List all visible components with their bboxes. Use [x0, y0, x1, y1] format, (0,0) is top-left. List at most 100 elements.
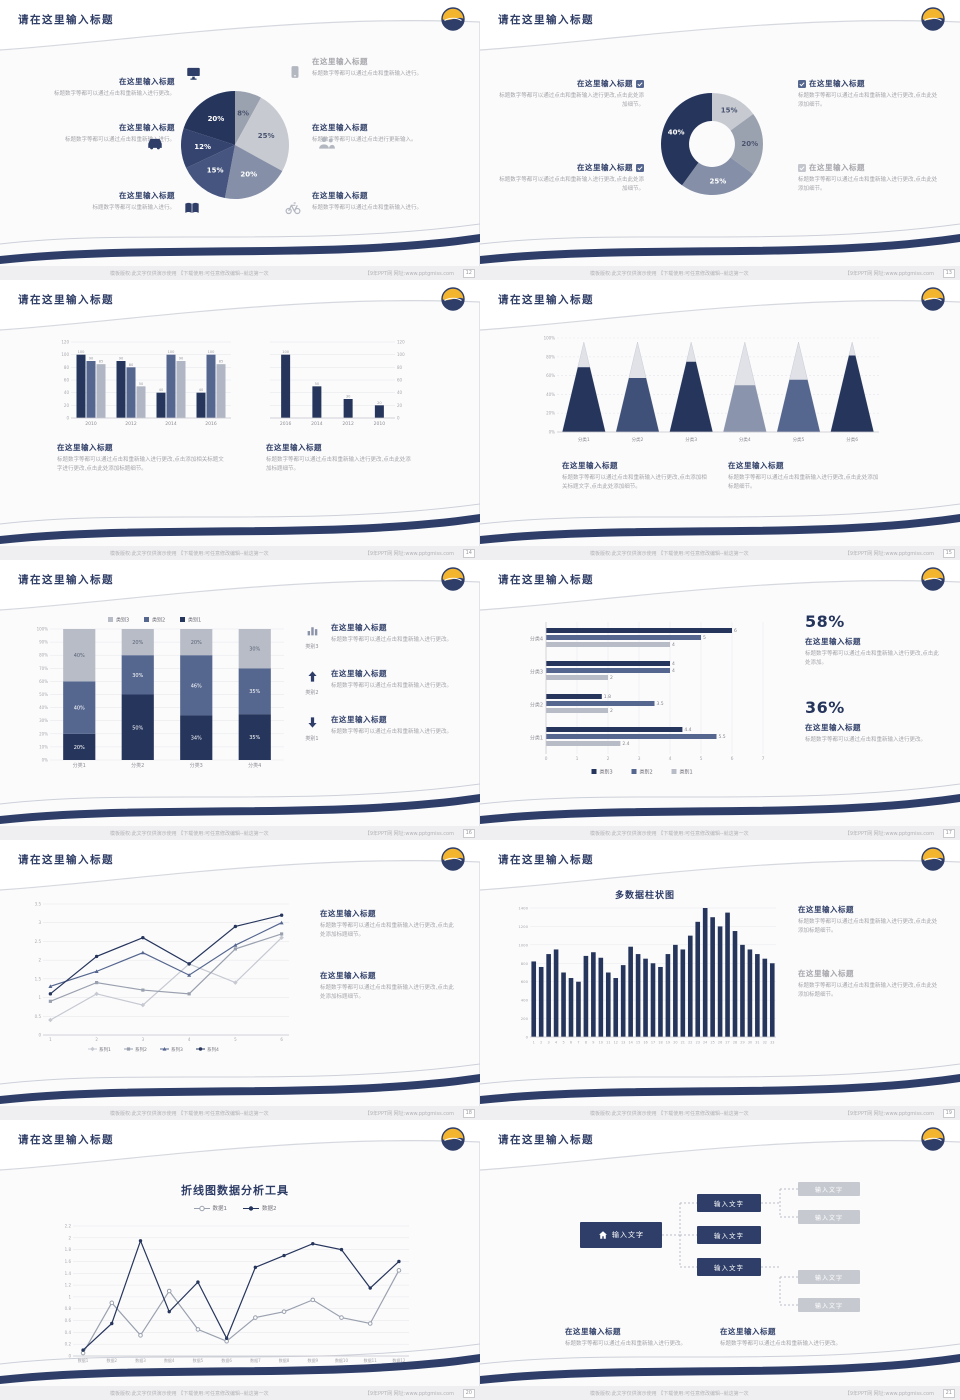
svg-text:数据11: 数据11: [364, 1357, 378, 1363]
text-block: 在这里输入标题 标题数字等都可以通过点击和重新输入进行。: [312, 56, 430, 79]
slide-16[interactable]: 请在这里输入标题 模板版权:此文字仅供演示使用 【下载使用:可任意修改编辑--就…: [0, 559, 481, 841]
diagram-node[interactable]: 输入文字: [697, 1194, 761, 1212]
slide-20[interactable]: 请在这里输入标题 模板版权:此文字仅供演示使用 【下载使用:可任意修改编辑--就…: [0, 1119, 481, 1400]
svg-text:20%: 20%: [132, 640, 143, 646]
diagram-root-node[interactable]: 输入文字: [580, 1222, 662, 1248]
page-number: 13: [942, 269, 955, 278]
svg-text:90: 90: [119, 357, 124, 361]
svg-text:15%: 15%: [207, 167, 224, 175]
diagram-node[interactable]: 输入文字: [697, 1226, 761, 1244]
block-body: 标题数字等都可以通过点击和重新输入进行。: [312, 205, 423, 211]
checkbox-icon[interactable]: [636, 79, 644, 88]
slide-18[interactable]: 请在这里输入标题 模板版权:此文字仅供演示使用 【下载使用:可任意修改编辑--就…: [0, 839, 481, 1121]
diagram-node[interactable]: 输入文字: [697, 1258, 761, 1276]
diagram-leaf-node[interactable]: 输入文字: [798, 1210, 860, 1224]
slide-14[interactable]: 请在这里输入标题 模板版权:此文字仅供演示使用 【下载使用:可任意修改编辑--就…: [0, 279, 481, 561]
slide-19[interactable]: 请在这里输入标题 模板版权:此文字仅供演示使用 【下载使用:可任意修改编辑--就…: [479, 839, 960, 1121]
svg-text:10%: 10%: [39, 744, 48, 749]
svg-text:6: 6: [734, 628, 737, 634]
footer-left-text: 模板版权:此文字仅供演示使用 【下载使用:可任意修改编辑--就这第一次: [110, 830, 269, 837]
page-number: 17: [942, 829, 955, 838]
svg-text:31: 31: [755, 1041, 759, 1045]
svg-text:25: 25: [710, 1041, 714, 1045]
block-title: 在这里输入标题: [119, 191, 175, 200]
svg-text:1.6: 1.6: [65, 1259, 72, 1264]
svg-text:28: 28: [733, 1041, 737, 1045]
footer-left-text: 模板版权:此文字仅供演示使用 【下载使用:可任意修改编辑--就这第一次: [590, 1110, 749, 1117]
svg-text:0.5: 0.5: [35, 1014, 42, 1019]
slide-footer: 模板版权:此文字仅供演示使用 【下载使用:可任意修改编辑--就这第一次 【9年P…: [480, 1106, 960, 1120]
bottom-swoosh-decoration: [0, 223, 480, 264]
svg-text:5: 5: [562, 1041, 564, 1045]
text-block: 在这里输入标题 标题数字等都可以通过点击和重新输入进行更改,点击此处添加细节。: [798, 162, 940, 195]
svg-text:21: 21: [681, 1041, 685, 1045]
svg-text:2: 2: [607, 756, 610, 762]
block-body: 标题数字等都可以通过点击和重新输入进行。: [312, 71, 423, 77]
svg-text:34%: 34%: [191, 736, 202, 742]
text-block: 在这里输入标题 标题数字等都可以通过点击和重新输入进行。: [312, 190, 430, 213]
svg-text:3.5: 3.5: [35, 902, 42, 907]
top-swoosh-decoration: [0, 840, 480, 891]
diagram-leaf-node[interactable]: 输入文字: [798, 1182, 860, 1196]
svg-text:数据4: 数据4: [164, 1357, 175, 1363]
block-title: 在这里输入标题: [577, 79, 633, 88]
block-body: 标题数字等都可以通过点击和重新输入进行更改,点击此处添加标题细节。: [320, 985, 454, 1001]
slide-15[interactable]: 请在这里输入标题 模板版权:此文字仅供演示使用 【下载使用:可任意修改编辑--就…: [479, 279, 960, 561]
svg-text:0.2: 0.2: [65, 1342, 72, 1347]
svg-text:26: 26: [718, 1041, 722, 1045]
slide-title: 请在这里输入标题: [18, 294, 114, 306]
diagram-leaf-node[interactable]: 输入文字: [798, 1298, 860, 1312]
diagram-leaf-node[interactable]: 输入文字: [798, 1270, 860, 1284]
category-item: 类别3 在这里输入标题 标题数字等都可以通过点击和重新输入进行更改。: [300, 622, 468, 650]
footer-left-text: 模板版权:此文字仅供演示使用 【下载使用:可任意修改编辑--就这第一次: [590, 550, 749, 557]
slide-12[interactable]: 请在这里输入标题 模板版权:此文字仅供演示使用 【下载使用:可任意修改编辑--就…: [0, 0, 481, 281]
slide-footer: 模板版权:此文字仅供演示使用 【下载使用:可任意修改编辑--就这第一次 【9年P…: [0, 826, 480, 840]
item-tag: 类别2: [305, 690, 319, 696]
footer-right-text: 【9年PPT网 网址:www.pptgmiss.com: [844, 550, 934, 557]
text-block: 在这里输入标题 标题数字等都可以通过点击和重新输入进行更改,点击此处添加标题细节…: [728, 460, 883, 493]
block-title: 在这里输入标题: [312, 191, 368, 200]
bottom-swoosh-decoration: [0, 1063, 480, 1104]
slide-title: 请在这里输入标题: [18, 14, 114, 26]
slide-title: 请在这里输入标题: [18, 574, 114, 586]
checkbox-icon[interactable]: [636, 163, 644, 172]
svg-text:分类1: 分类1: [73, 762, 86, 769]
svg-text:20: 20: [377, 401, 382, 405]
svg-text:40%: 40%: [74, 653, 85, 659]
block-title: 在这里输入标题: [798, 905, 854, 914]
checkbox-icon[interactable]: [798, 79, 806, 88]
svg-text:6: 6: [570, 1041, 572, 1045]
svg-text:100: 100: [61, 352, 69, 357]
school-logo-icon: [921, 1127, 945, 1151]
svg-text:类别1: 类别1: [680, 769, 693, 776]
block-title: 在这里输入标题: [798, 969, 854, 978]
bottom-swoosh-decoration: [0, 503, 480, 544]
monitor-icon: [186, 66, 201, 81]
svg-text:0: 0: [38, 1033, 41, 1038]
page-number: 18: [462, 1109, 475, 1118]
svg-text:80%: 80%: [546, 354, 555, 359]
school-logo-icon: [441, 7, 465, 31]
slide-17[interactable]: 请在这里输入标题 模板版权:此文字仅供演示使用 【下载使用:可任意修改编辑--就…: [479, 559, 960, 841]
svg-text:600: 600: [521, 979, 529, 984]
svg-text:5: 5: [234, 1037, 237, 1042]
slide-13[interactable]: 请在这里输入标题 模板版权:此文字仅供演示使用 【下载使用:可任意修改编辑--就…: [479, 0, 960, 281]
page-number: 21: [942, 1389, 955, 1398]
legend-label: 数据1: [212, 1206, 228, 1212]
footer-left-text: 模板版权:此文字仅供演示使用 【下载使用:可任意修改编辑--就这第一次: [590, 830, 749, 837]
slide-21[interactable]: 请在这里输入标题 模板版权:此文字仅供演示使用 【下载使用:可任意修改编辑--就…: [479, 1119, 960, 1400]
slide-footer: 模板版权:此文字仅供演示使用 【下载使用:可任意修改编辑--就这第一次 【9年P…: [480, 1386, 960, 1400]
svg-text:80: 80: [129, 363, 134, 367]
svg-text:4: 4: [672, 668, 675, 674]
legend-item: 数据2: [243, 1204, 277, 1212]
svg-text:100: 100: [397, 352, 405, 357]
svg-text:4: 4: [672, 661, 675, 667]
checkbox-icon[interactable]: [798, 163, 806, 172]
footer-right-text: 【9年PPT网 网址:www.pptgmiss.com: [364, 830, 454, 837]
text-block: 在这里输入标题 标题数字等都可以通过点击和重新输入进行更改,点击添加相关标题文字…: [57, 442, 225, 475]
bottom-swoosh-decoration: [480, 223, 960, 264]
svg-text:类别3: 类别3: [600, 769, 613, 776]
footer-right-text: 【9年PPT网 网址:www.pptgmiss.com: [844, 270, 934, 277]
svg-text:200: 200: [521, 1016, 529, 1021]
svg-text:数据6: 数据6: [221, 1357, 232, 1363]
